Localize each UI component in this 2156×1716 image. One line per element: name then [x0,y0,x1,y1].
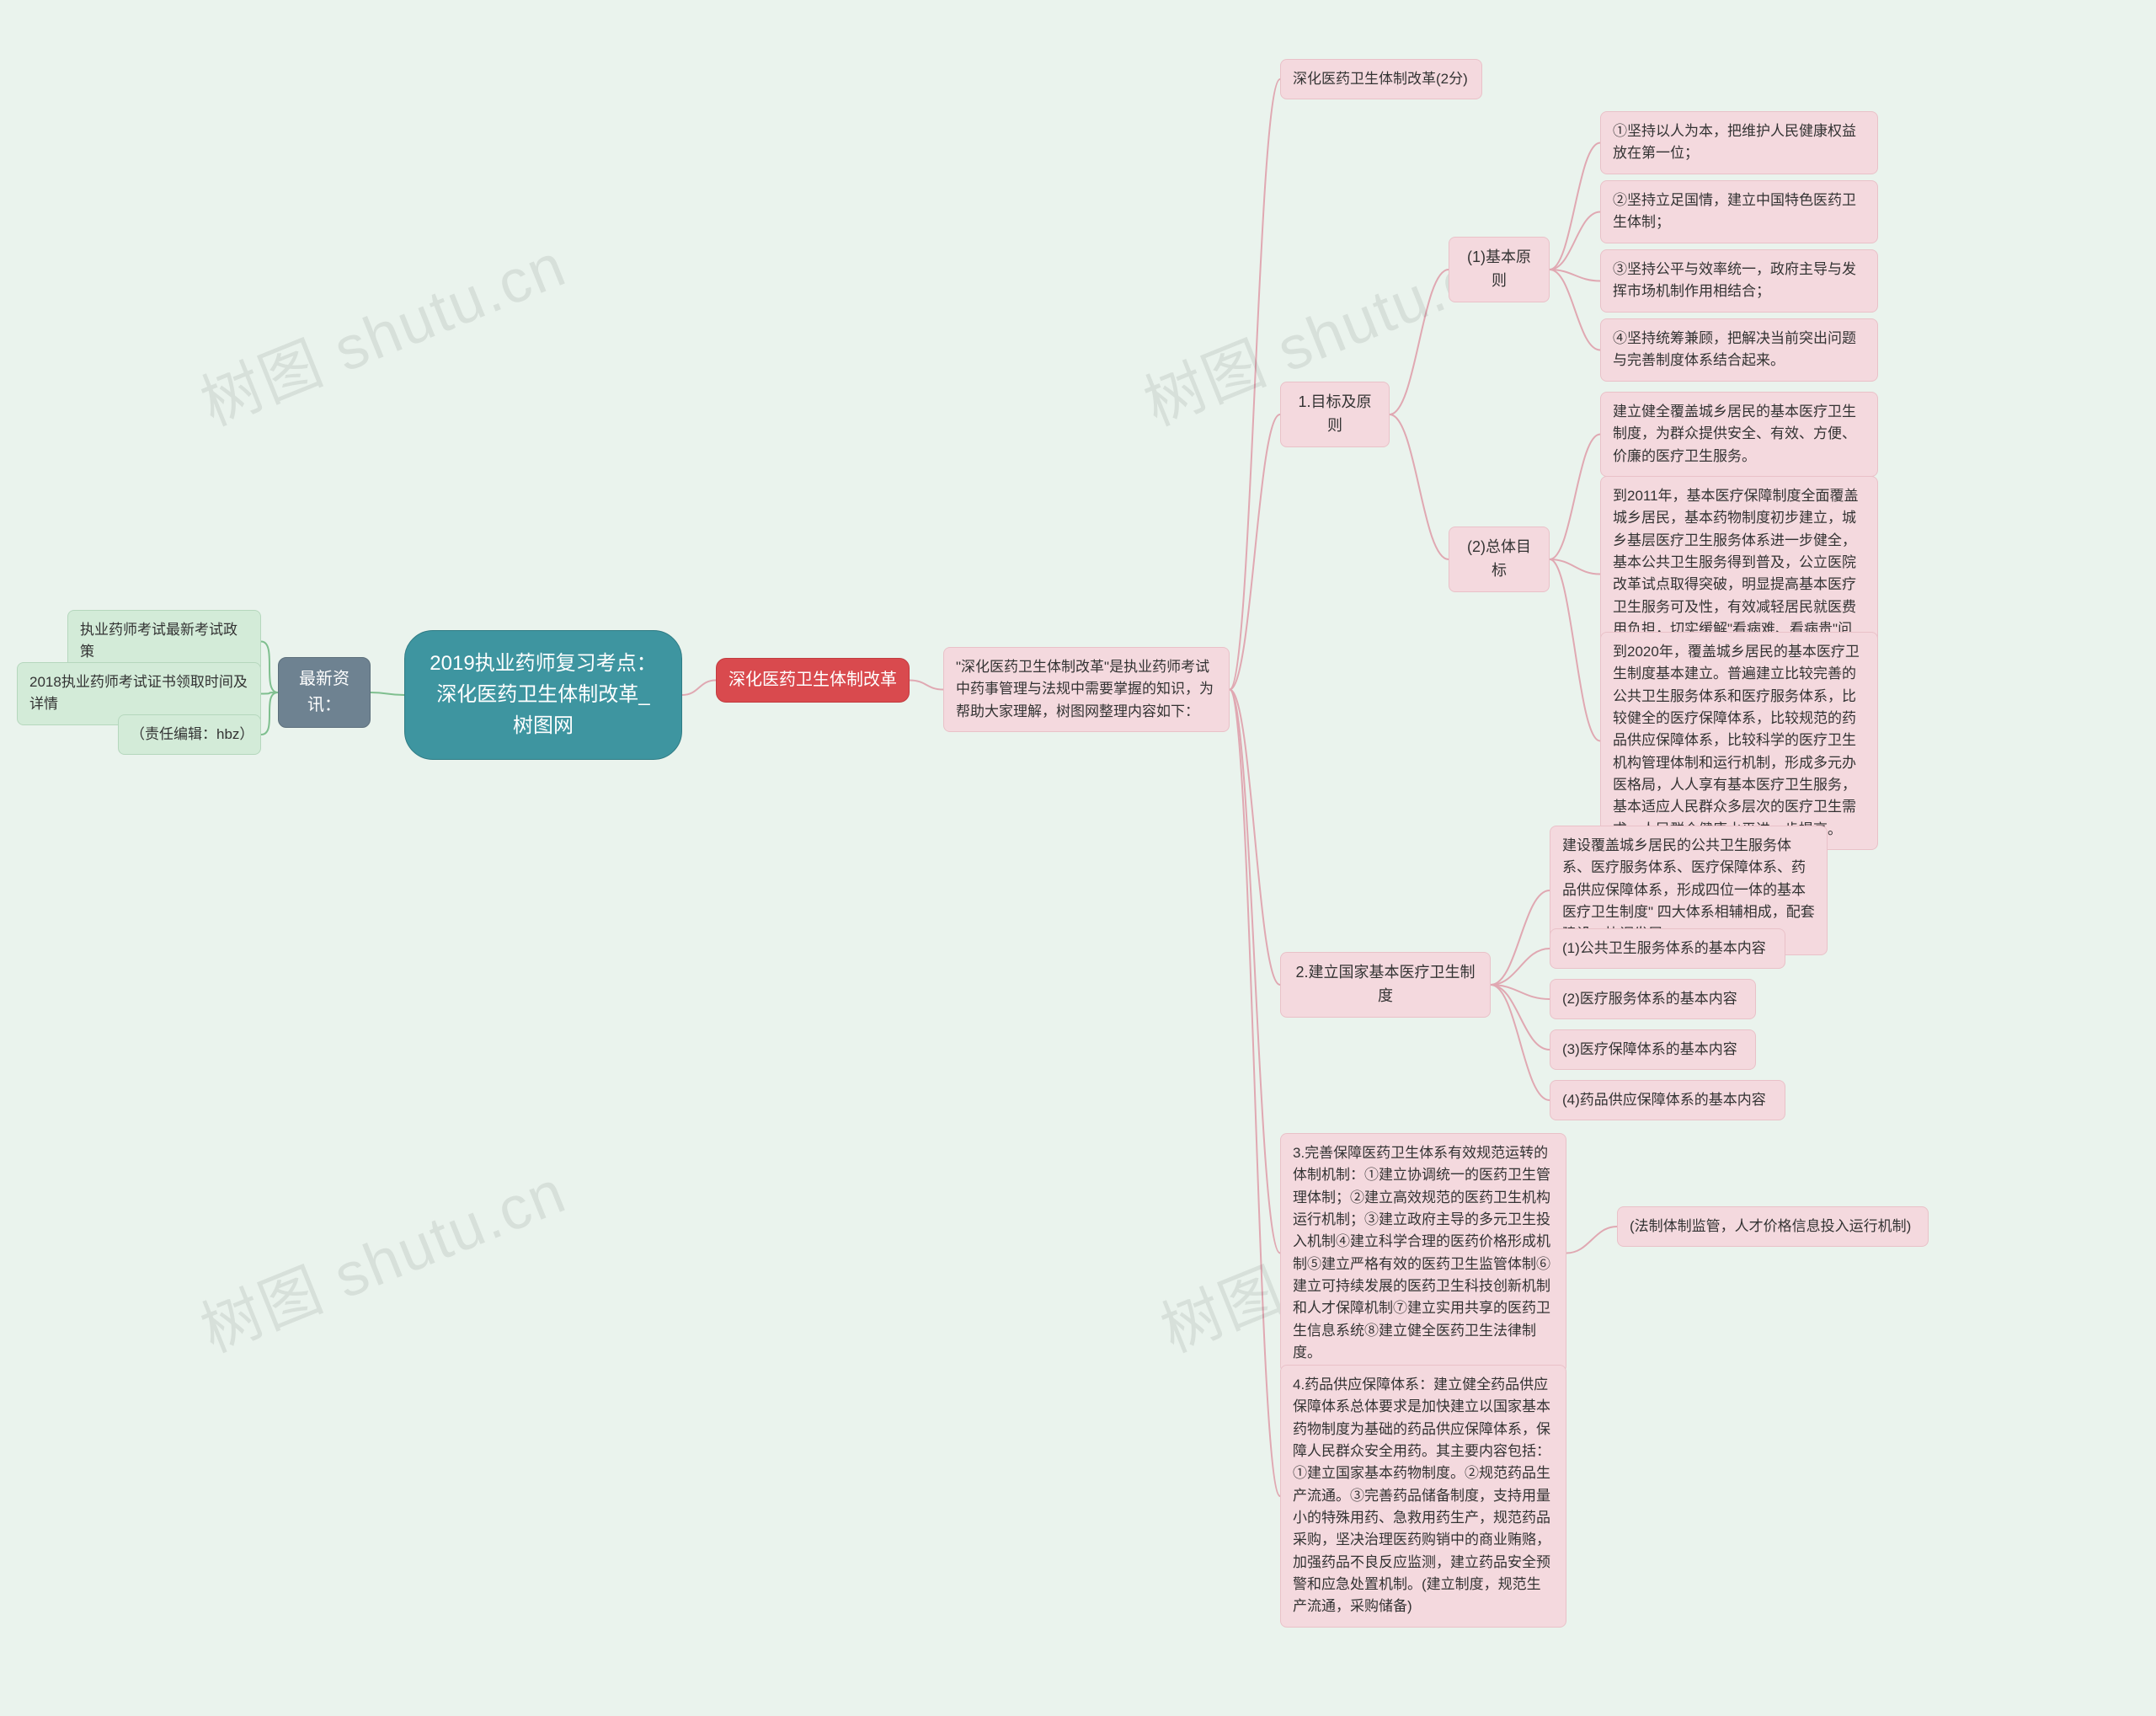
watermark: 树图 shutu.cn [186,1142,577,1369]
node-s2c[interactable]: (2)医疗服务体系的基本内容 [1550,979,1756,1019]
node-p2[interactable]: ②坚持立足国情，建立中国特色医药卫生体制； [1600,180,1878,243]
node-s2d[interactable]: (3)医疗保障体系的基本内容 [1550,1029,1756,1070]
node-sec1a[interactable]: (1)基本原则 [1449,237,1550,302]
node-sec1[interactable]: 1.目标及原则 [1280,382,1390,447]
node-sec1b[interactable]: (2)总体目标 [1449,527,1550,592]
node-news[interactable]: 最新资讯： [278,657,371,728]
node-sec4[interactable]: 4.药品供应保障体系：建立健全药品供应保障体系总体要求是加快建立以国家基本药物制… [1280,1365,1566,1628]
node-intro[interactable]: "深化医药卫生体制改革"是执业药师考试中药事管理与法规中需要掌握的知识，为帮助大… [943,647,1230,732]
node-p1[interactable]: ①坚持以人为本，把维护人民健康权益放在第一位； [1600,111,1878,174]
node-p3[interactable]: ③坚持公平与效率统一，政府主导与发挥市场机制作用相结合； [1600,249,1878,313]
node-s2b[interactable]: (1)公共卫生服务体系的基本内容 [1550,928,1785,969]
watermark: 树图 shutu.cn [186,216,577,442]
mindmap-canvas: 树图 shutu.cn树图 shutu.cn树图 shutu.cn树图 shut… [0,0,2156,1716]
node-sec2[interactable]: 2.建立国家基本医疗卫生制度 [1280,952,1491,1018]
node-root[interactable]: 2019执业药师复习考点：深化医药卫生体制改革_树图网 [404,630,682,760]
node-score[interactable]: 深化医药卫生体制改革(2分) [1280,59,1482,99]
node-sec3tag[interactable]: (法制体制监管，人才价格信息投入运行机制) [1617,1206,1929,1247]
node-s2e[interactable]: (4)药品供应保障体系的基本内容 [1550,1080,1785,1120]
node-g3[interactable]: 到2020年，覆盖城乡居民的基本医疗卫生制度基本建立。普遍建立比较完善的公共卫生… [1600,632,1878,850]
node-reform[interactable]: 深化医药卫生体制改革 [716,658,910,703]
node-news3[interactable]: （责任编辑：hbz） [118,714,261,755]
node-sec3[interactable]: 3.完善保障医药卫生体系有效规范运转的体制机制：①建立协调统一的医药卫生管理体制… [1280,1133,1566,1373]
node-g1[interactable]: 建立健全覆盖城乡居民的基本医疗卫生制度，为群众提供安全、有效、方便、价廉的医疗卫… [1600,392,1878,477]
node-p4[interactable]: ④坚持统筹兼顾，把解决当前突出问题与完善制度体系结合起来。 [1600,318,1878,382]
